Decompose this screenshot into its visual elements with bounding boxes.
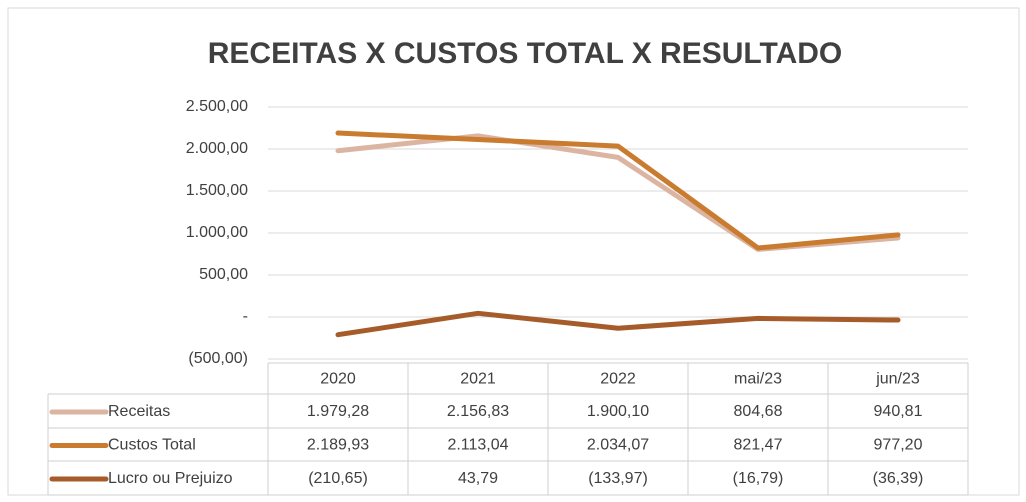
- x-tick-label: jun/23: [875, 371, 920, 388]
- y-tick-label: 2.500,00: [186, 98, 248, 115]
- table-value: (36,39): [873, 470, 924, 487]
- table-value: 1.979,28: [307, 403, 369, 420]
- chart-title: RECEITAS X CUSTOS TOTAL X RESULTADO: [208, 37, 843, 70]
- y-tick-label: -: [243, 308, 248, 325]
- y-tick-label: 1.500,00: [186, 182, 248, 199]
- table-value: (210,65): [308, 470, 368, 487]
- legend-label: Custos Total: [108, 437, 196, 454]
- x-tick-label: 2020: [320, 371, 356, 388]
- table-value: (16,79): [733, 470, 784, 487]
- table-value: 2.113,04: [447, 437, 508, 454]
- table-value: 2.156,83: [447, 403, 509, 420]
- series-line: [335, 130, 901, 251]
- table-value: 43,79: [458, 470, 498, 487]
- table-value: 804,68: [734, 403, 783, 420]
- table-value: (133,97): [588, 470, 648, 487]
- y-tick-label: 2.000,00: [186, 140, 248, 157]
- x-tick-label: 2021: [460, 371, 496, 388]
- y-tick-label: 500,00: [199, 266, 248, 283]
- legend-label: Lucro ou Prejuizo: [108, 470, 233, 487]
- table-value: 977,20: [874, 437, 923, 454]
- table-value: 2.189,93: [307, 437, 369, 454]
- table-value: 940,81: [874, 403, 923, 420]
- x-tick-label: 2022: [600, 371, 636, 388]
- table-value: 821,47: [734, 437, 783, 454]
- chart-frame: [7, 7, 1020, 496]
- legend-label: Receitas: [108, 403, 170, 420]
- series-line: [335, 310, 901, 338]
- table-value: 1.900,10: [587, 403, 649, 420]
- table-value: 2.034,07: [587, 437, 649, 454]
- y-tick-label: 1.000,00: [186, 224, 248, 241]
- y-tick-label: (500,00): [188, 350, 248, 367]
- x-tick-label: mai/23: [734, 371, 782, 388]
